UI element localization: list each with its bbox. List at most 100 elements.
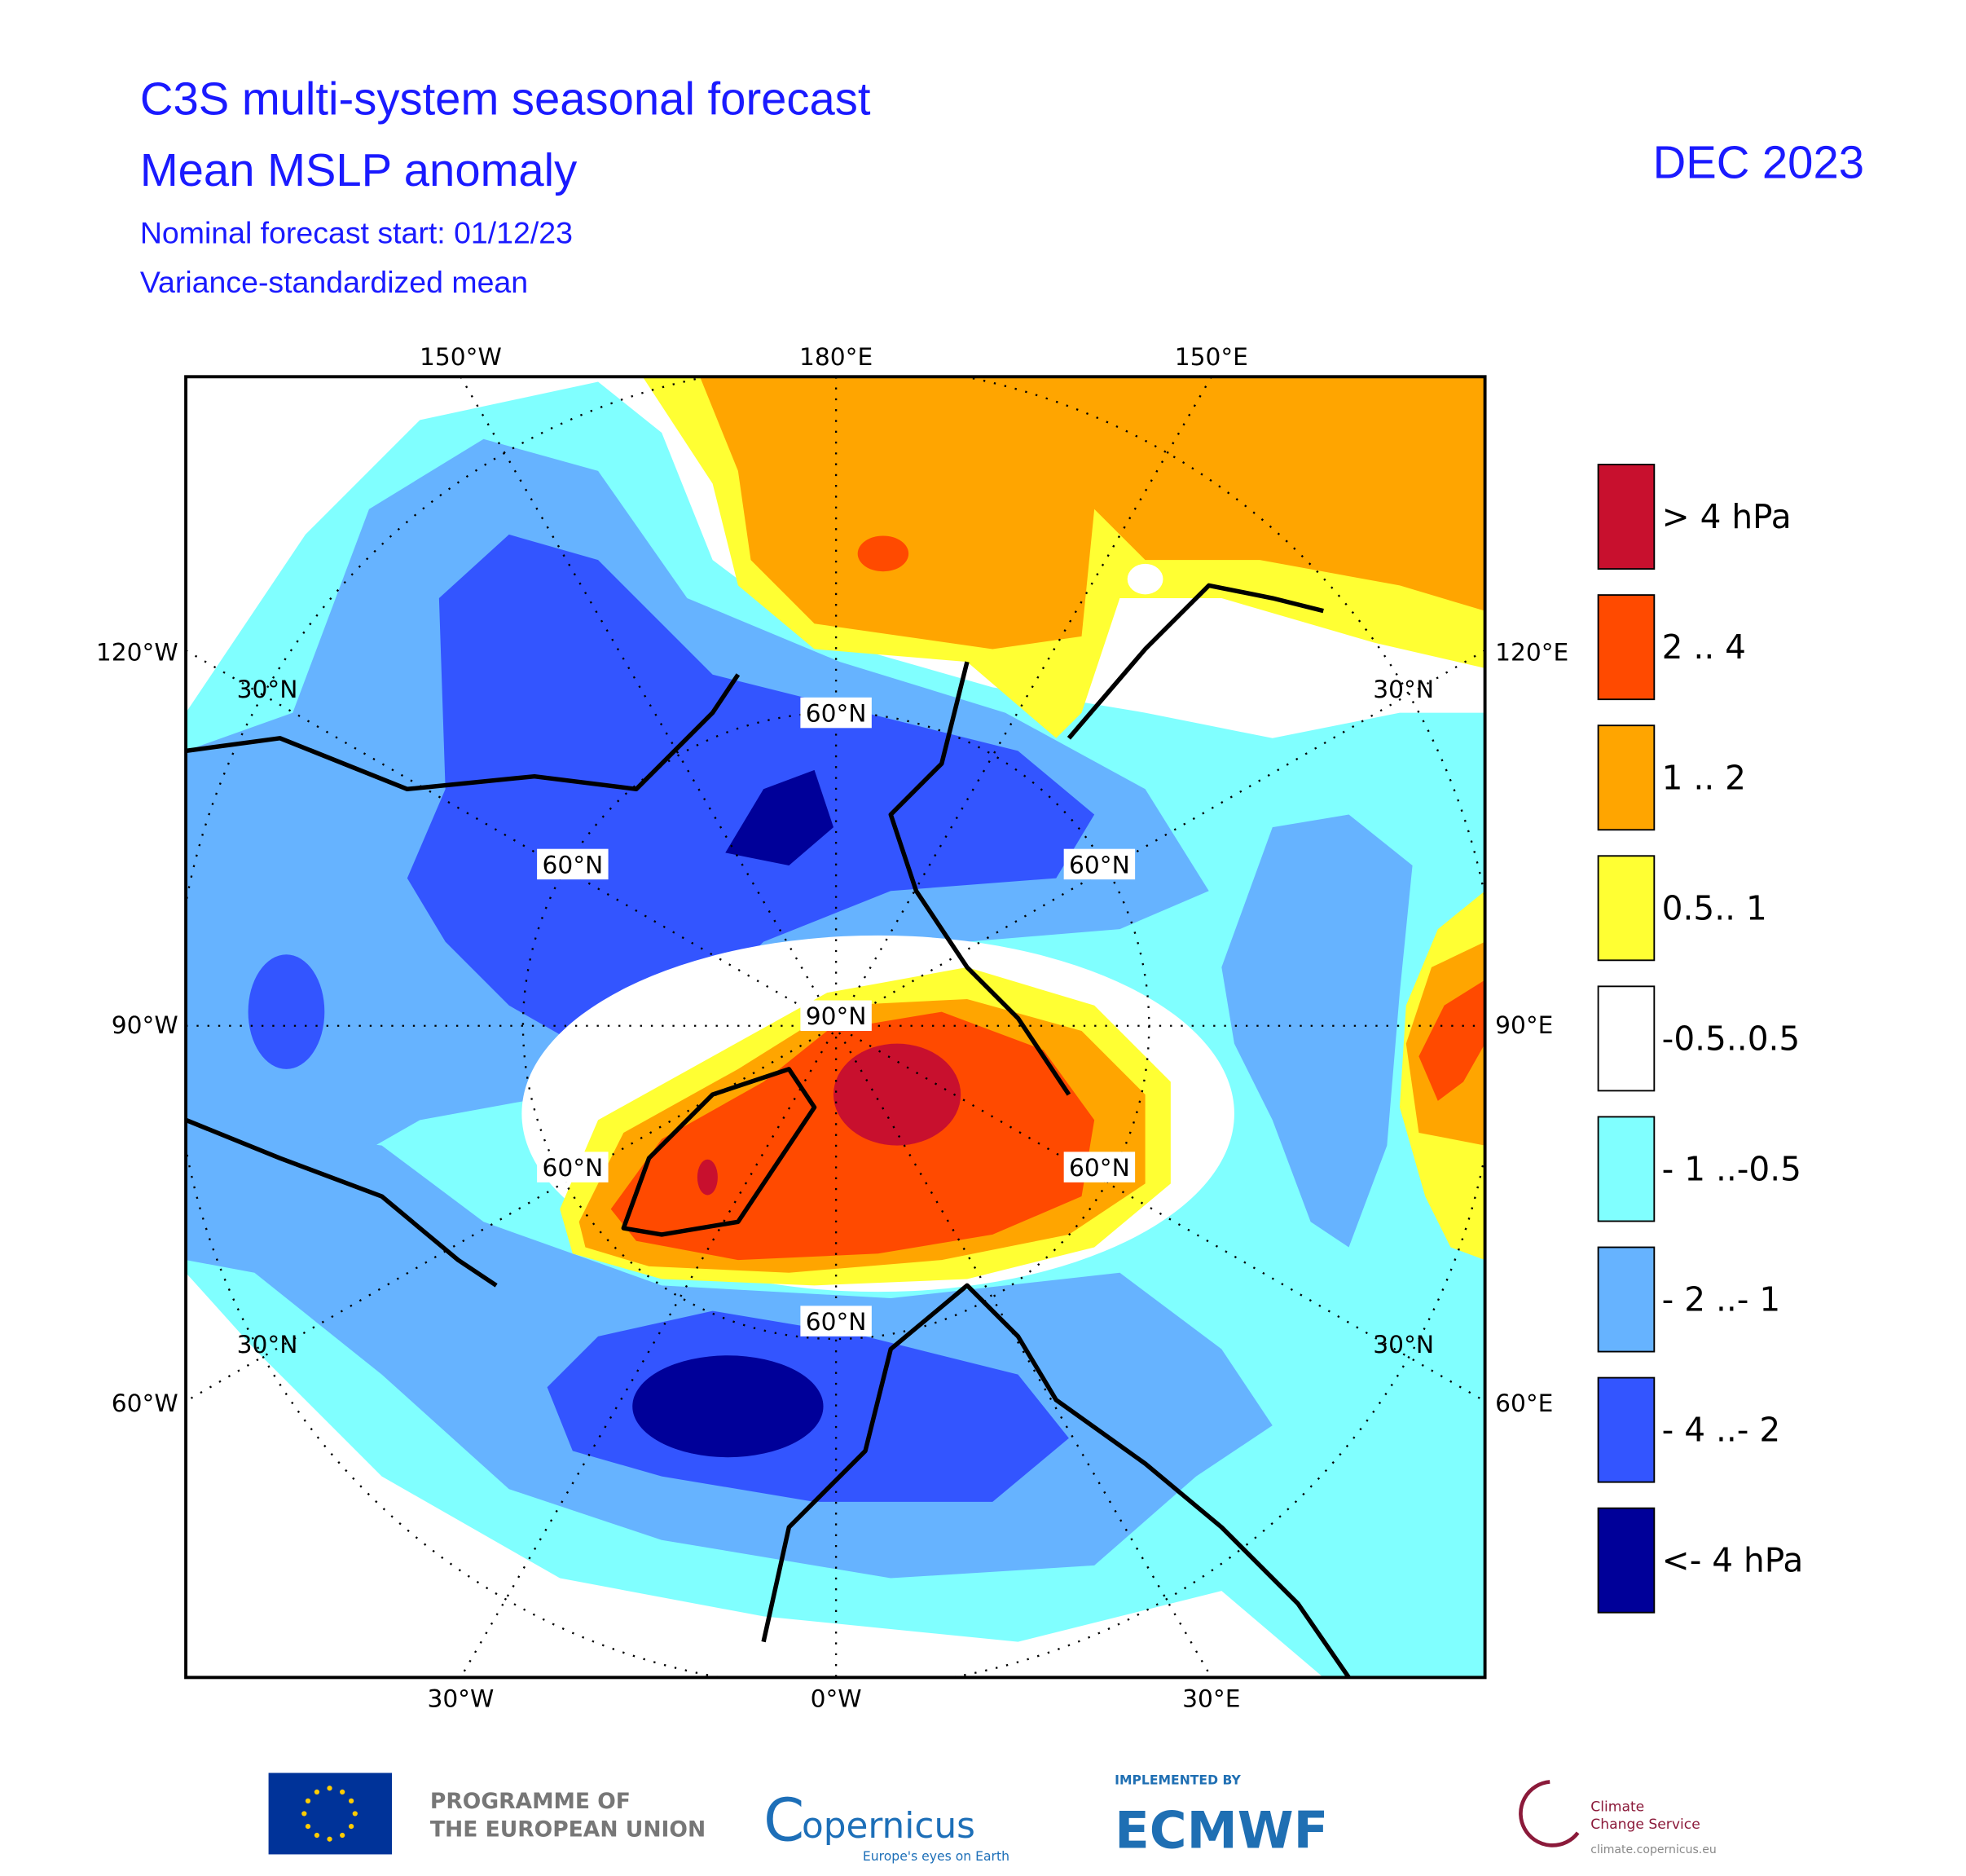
legend-label: -0.5..0.5 bbox=[1662, 1019, 1801, 1058]
legend-label: <- 4 hPa bbox=[1662, 1541, 1804, 1580]
coastline bbox=[888, 661, 1071, 1096]
legend-swatch bbox=[1597, 985, 1656, 1092]
region-darkblue-arctic bbox=[725, 769, 833, 865]
latitude-labels: 30°N 30°N 30°N 30°N 60°N 60°N 60°N 60°N 60°N 60°N… bbox=[237, 675, 1434, 1359]
lat-label: 60°N bbox=[542, 850, 603, 879]
legend: > 4 hPa 2 .. 4 1 .. 2 0.5.. 1 -0.5..0.5 - 1 .… bbox=[1597, 464, 1804, 1614]
coastline bbox=[186, 673, 741, 792]
lon-label: 60°E bbox=[1495, 1389, 1553, 1417]
title: C3S multi-system seasonal forecast bbox=[140, 73, 871, 125]
eu-star bbox=[348, 1798, 354, 1803]
eu-star bbox=[327, 1836, 332, 1842]
lon-label: 150°E bbox=[1175, 342, 1248, 371]
eu-star bbox=[301, 1811, 307, 1817]
graticule-meridian bbox=[186, 650, 1485, 1403]
region-red-greenland bbox=[697, 1159, 718, 1196]
lon-label: 90°W bbox=[112, 1011, 178, 1039]
coastline bbox=[1067, 583, 1324, 740]
region-blue-west bbox=[248, 954, 325, 1069]
map-frame bbox=[184, 375, 1487, 1680]
legend-label: - 1 ..-0.5 bbox=[1662, 1150, 1801, 1189]
graticule-meridian bbox=[460, 377, 1212, 1678]
eu-star bbox=[305, 1798, 311, 1803]
lat-label-box bbox=[800, 697, 872, 729]
coastlines bbox=[186, 583, 1351, 1678]
copernicus-c: C bbox=[763, 1786, 804, 1854]
legend-swatch bbox=[1597, 855, 1656, 962]
lat-label: 60°N bbox=[1069, 1153, 1130, 1182]
subtitle: Mean MSLP anomaly bbox=[140, 144, 577, 196]
lat-label-box bbox=[1063, 1152, 1136, 1182]
legend-swatch bbox=[1597, 1116, 1656, 1222]
eu-star bbox=[352, 1811, 358, 1817]
legend-label: > 4 hPa bbox=[1662, 497, 1792, 536]
region-red-central bbox=[833, 1043, 961, 1146]
legend-label: - 4 ..- 2 bbox=[1662, 1411, 1780, 1450]
lat-label: 30°N bbox=[1373, 675, 1434, 703]
copernicus-tagline: Europe's eyes on Earth bbox=[863, 1849, 1009, 1864]
eu-flag bbox=[268, 1773, 393, 1855]
eu-star bbox=[340, 1832, 345, 1839]
lat-label-box bbox=[1063, 848, 1136, 880]
eu-star bbox=[314, 1789, 320, 1795]
eu-star bbox=[340, 1789, 345, 1795]
lon-label: 60°W bbox=[112, 1389, 178, 1417]
lat-label: 60°N bbox=[806, 1307, 867, 1336]
region-blue-north bbox=[407, 534, 1095, 1057]
region-darkblue-atlantic bbox=[632, 1355, 824, 1458]
legend-swatch bbox=[1597, 724, 1656, 831]
c3s-icon bbox=[1519, 1780, 1580, 1847]
coastline bbox=[761, 1283, 1351, 1678]
lon-label: 150°W bbox=[420, 342, 502, 371]
legend-swatch bbox=[1597, 594, 1656, 701]
region-red-north bbox=[857, 535, 909, 572]
graticule-meridian bbox=[186, 650, 1485, 1403]
lat-label: 30°N bbox=[1373, 1330, 1434, 1359]
implemented-by: IMPLEMENTED BY bbox=[1115, 1773, 1241, 1788]
eu-star bbox=[314, 1832, 320, 1839]
legend-swatch bbox=[1597, 1376, 1656, 1483]
graticule-meridian bbox=[460, 377, 1212, 1678]
lon-label: 30°W bbox=[427, 1684, 494, 1712]
lat-label: 60°N bbox=[1069, 850, 1130, 879]
lon-label: 90°E bbox=[1495, 1011, 1553, 1039]
lon-label: 120°E bbox=[1495, 638, 1568, 667]
c3s-text: Climate bbox=[1590, 1799, 1644, 1815]
eu-star bbox=[305, 1823, 311, 1830]
eu-star bbox=[327, 1786, 332, 1791]
forecast-start: Nominal forecast start: 01/12/23 bbox=[140, 215, 573, 249]
lat-label: 30°N bbox=[237, 1330, 298, 1359]
lat-label-box bbox=[537, 1152, 609, 1182]
lat-label: 90°N bbox=[806, 1002, 867, 1030]
region-white-north bbox=[1127, 563, 1163, 595]
c3s-url: climate.copernicus.eu bbox=[1590, 1843, 1717, 1856]
legend-label: 2 .. 4 bbox=[1662, 628, 1746, 667]
eu-stars bbox=[301, 1786, 358, 1842]
ecmwf-logo: ECMWF bbox=[1115, 1801, 1328, 1861]
lat-label-box bbox=[537, 848, 609, 880]
eu-text: THE EUROPEAN UNION bbox=[430, 1817, 706, 1843]
coastline bbox=[186, 1117, 498, 1288]
legend-swatch bbox=[1597, 1246, 1656, 1353]
lat-label: 30°N bbox=[237, 675, 298, 703]
legend-swatch bbox=[1597, 1507, 1656, 1614]
lat-label-box bbox=[800, 1000, 872, 1032]
legend-label: 1 .. 2 bbox=[1662, 758, 1746, 797]
lon-label: 120°W bbox=[96, 638, 178, 667]
lat-label: 60°N bbox=[542, 1153, 603, 1182]
eu-star bbox=[348, 1823, 354, 1830]
footer: PROGRAMME OF THE EUROPEAN UNION C operni… bbox=[268, 1773, 1717, 1864]
coastline bbox=[621, 1067, 817, 1237]
longitude-labels: 150°W 180°E 150°E 120°W 90°W 60°W 120°E … bbox=[96, 342, 1568, 1712]
date: DEC 2023 bbox=[1653, 137, 1864, 188]
note: Variance-standardized mean bbox=[140, 265, 528, 299]
lat-label: 60°N bbox=[806, 699, 867, 728]
eu-text: PROGRAMME OF bbox=[430, 1789, 631, 1814]
region-orange-north bbox=[700, 377, 1485, 650]
lon-label: 30°E bbox=[1182, 1684, 1240, 1712]
legend-swatch bbox=[1597, 464, 1656, 570]
lon-label: 180°E bbox=[799, 342, 873, 371]
copernicus-name: opernicus bbox=[802, 1805, 975, 1847]
